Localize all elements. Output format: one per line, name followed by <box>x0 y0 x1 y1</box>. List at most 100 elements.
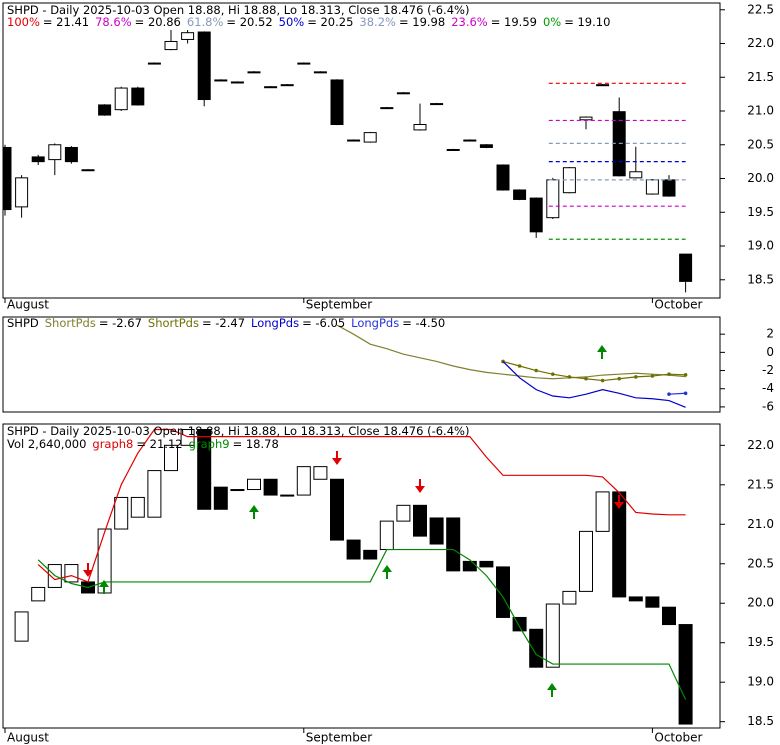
candle-body <box>562 590 577 605</box>
series-dot <box>667 372 671 376</box>
y-tick-label: 21.0 <box>747 517 774 531</box>
series-dot <box>517 364 522 368</box>
plot-frame <box>2 316 721 413</box>
panel: 18.5 19.0 19.5 20.0 20.5 21.0 21.5 22.0 22.5 Augu… <box>2 2 774 312</box>
series-line <box>336 324 686 380</box>
signal-arrow-head <box>249 505 259 512</box>
candle-body <box>230 489 245 492</box>
candle-body <box>64 146 78 163</box>
plot-body <box>14 428 693 725</box>
y-tick-label: 22.5 <box>747 2 774 16</box>
candle-body <box>463 139 477 142</box>
y-tick-label: 19.0 <box>747 239 774 253</box>
signal-arrow-head <box>614 502 624 509</box>
candle-body <box>529 197 543 233</box>
candle-body <box>280 494 295 497</box>
candle-body <box>164 40 178 51</box>
signal-arrow-head <box>597 345 607 352</box>
legend-value: = 20.86 <box>135 15 181 29</box>
legend-name: 100% <box>7 15 40 29</box>
candle-body <box>462 560 477 572</box>
y-tick-label: 2 <box>766 327 774 341</box>
candle-body <box>214 79 228 82</box>
x-tick-label: August <box>7 731 49 745</box>
legend-name: LongPds <box>351 316 399 330</box>
series-dot <box>617 376 621 381</box>
y-tick-label: 21.5 <box>747 70 774 84</box>
candle-body <box>662 179 676 197</box>
chart-title: SHPD - Daily 2025-10-03 Open 18.88, Hi 1… <box>7 3 469 17</box>
legend-value: = 19.59 <box>491 15 537 29</box>
y-tick-label: 18.5 <box>747 272 774 286</box>
candle-body <box>347 139 361 142</box>
signal-arrow-head <box>415 486 425 493</box>
legend-name: 23.6% <box>451 15 488 29</box>
legend-name: 78.6% <box>95 15 132 29</box>
y-tick-label: 22.0 <box>747 36 774 50</box>
legend-name: 38.2% <box>359 15 396 29</box>
series-dot <box>683 391 688 396</box>
legend-name: 0% <box>543 15 561 29</box>
candle-body <box>280 84 294 87</box>
candle-body <box>529 628 544 668</box>
candle-body <box>296 466 311 496</box>
candle-body <box>98 104 112 116</box>
candle-body <box>114 496 129 530</box>
candle-body <box>81 169 95 172</box>
candle-body <box>180 429 195 446</box>
candle-body <box>446 517 461 572</box>
y-tick-label: 21.5 <box>747 477 774 491</box>
candle-body <box>396 92 410 95</box>
candle-body <box>579 116 593 121</box>
header: SHPD ShortPds = -2.67 ShortPds = -2.47 LongPd… <box>7 316 445 330</box>
x-tick-label: October <box>654 298 702 312</box>
candle-body <box>513 189 527 200</box>
legend-value: = -2.47 <box>202 316 245 330</box>
candle-body <box>363 132 377 143</box>
legend-value: = -6.05 <box>302 316 345 330</box>
candle-body <box>679 253 693 282</box>
candle-body <box>380 107 394 110</box>
candle-body <box>313 466 328 480</box>
candle-body <box>15 177 29 208</box>
plot-body <box>3 30 693 293</box>
candle-body <box>429 517 444 545</box>
y-tick-label: 22.0 <box>747 438 774 452</box>
candle-body <box>263 478 278 496</box>
plot-frame <box>2 423 721 729</box>
series-dot <box>683 373 688 377</box>
candle-body <box>413 504 427 537</box>
chart-title: SHPD - Daily 2025-10-03 Open 18.88, Hi 1… <box>7 424 469 438</box>
candle-body <box>330 478 344 541</box>
y-tick-label: 18.5 <box>747 714 774 728</box>
candle-body <box>147 62 161 65</box>
candle-body <box>629 171 643 179</box>
candle-body <box>479 560 494 568</box>
y-tick-label: 20.0 <box>747 596 774 610</box>
y-tick-label: -2 <box>762 363 774 377</box>
legend-value: = 18.78 <box>233 437 279 451</box>
series-dot <box>600 378 605 383</box>
candle-body <box>48 144 62 161</box>
y-tick-label: 20.5 <box>747 556 774 570</box>
legend-value: = 20.25 <box>307 15 353 29</box>
candle-body <box>579 530 593 592</box>
series-line <box>502 361 686 408</box>
signal-arrow-head <box>83 570 93 577</box>
y-tick-label: -4 <box>762 381 774 395</box>
legend-name: ShortPds <box>148 316 199 330</box>
panel: 18.5 19.0 19.5 20.0 20.5 21.0 21.5 22.0 August Se… <box>2 423 774 745</box>
legend-name: ShortPds <box>45 316 96 330</box>
candle-body <box>678 624 693 725</box>
series-line <box>37 428 686 583</box>
x-tick-label: September <box>306 731 372 745</box>
y-tick-label: 0 <box>766 345 774 359</box>
legend-name: graph8 <box>92 437 133 451</box>
signal-arrow-head <box>547 683 557 690</box>
y-tick-label: 21.0 <box>747 104 774 118</box>
candle-body <box>164 444 178 472</box>
header: SHPD - Daily 2025-10-03 Open 18.88, Hi 1… <box>7 424 469 438</box>
candle-body <box>114 87 128 111</box>
